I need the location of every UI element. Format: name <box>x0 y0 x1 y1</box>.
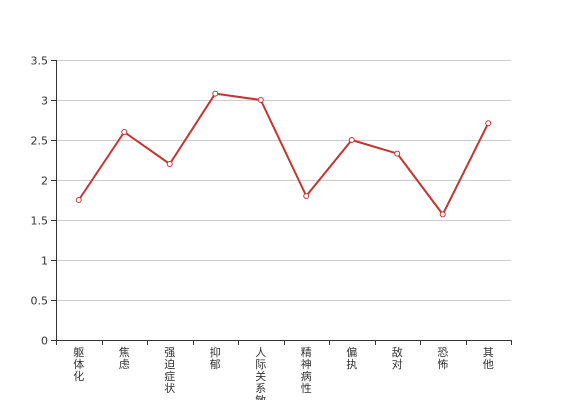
x-tick-label: 敌对 <box>392 345 403 371</box>
label-layer: 0 0.5 1 1.5 2 2.5 3 3.5 躯体化 焦虑 强迫症状 抑郁 人际关系敏感 精神病性 偏执 敌… <box>31 55 494 400</box>
x-tick-label: 人际关系敏感 <box>255 346 266 400</box>
x-tick-label: 躯体化 <box>73 346 84 383</box>
axis-layer <box>51 60 512 345</box>
series-line <box>77 92 490 216</box>
y-tick-label: 2.5 <box>31 135 49 148</box>
y-tick-label: 3.5 <box>31 55 49 68</box>
x-tick-label: 焦虑 <box>119 346 130 371</box>
data-point <box>212 90 219 97</box>
data-point <box>394 150 401 157</box>
data-point <box>439 211 446 218</box>
data-point <box>121 129 128 135</box>
x-tick-label: 抑郁 <box>210 345 221 371</box>
y-tick-label: 1.5 <box>31 215 49 228</box>
data-point <box>348 137 355 143</box>
x-tick-label: 其他 <box>483 346 494 371</box>
y-tick-label: 0 <box>41 335 48 348</box>
y-tick-label: 3 <box>41 95 48 108</box>
x-tick-label: 偏执 <box>346 345 357 371</box>
data-point <box>75 197 82 203</box>
data-point <box>257 97 264 103</box>
y-tick-label: 0.5 <box>31 295 49 308</box>
data-point <box>485 120 492 127</box>
x-tick-label: 精神病性 <box>301 346 312 395</box>
data-point <box>303 193 310 199</box>
data-point <box>166 161 173 167</box>
y-tick-label: 1 <box>41 255 48 268</box>
x-tick-label: 恐怖 <box>437 346 448 371</box>
y-tick-label: 2 <box>41 175 48 188</box>
x-tick-label: 强迫症状 <box>164 346 175 395</box>
grid-layer <box>56 60 511 301</box>
series-layer <box>75 90 492 218</box>
